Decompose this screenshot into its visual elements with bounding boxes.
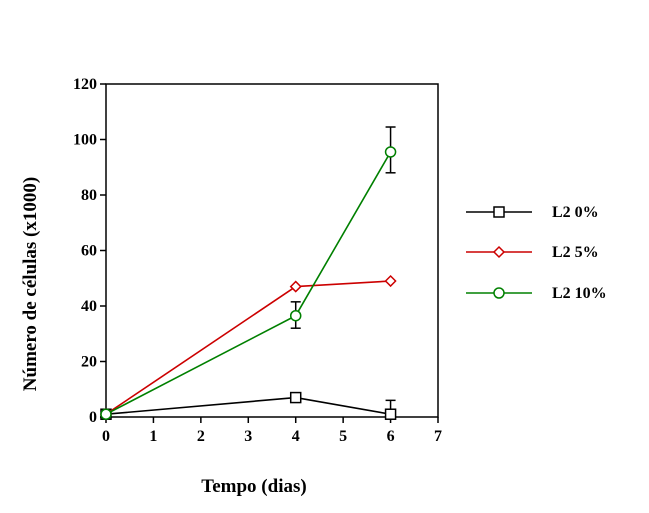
y-tick-label-120: 120 — [73, 76, 97, 93]
legend: L2 0% L2 5% L2 10% — [466, 204, 607, 302]
legend-l2-0-label: L2 0% — [552, 204, 599, 221]
series-l2-5-line — [105, 280, 391, 415]
y-tick-label-80: 80 — [81, 187, 97, 204]
legend-l2-0-marker — [493, 206, 505, 218]
x-tick-label-7: 7 — [434, 428, 442, 445]
series-l2-5-point-1 — [289, 280, 302, 293]
x-tick-label-3: 3 — [244, 428, 252, 445]
y-tick-label-100: 100 — [73, 132, 97, 149]
plot-frame — [105, 83, 439, 418]
series-l2-5-point-2 — [384, 274, 397, 288]
legend-l2-5-marker — [492, 245, 506, 259]
y-tick-label-40: 40 — [81, 298, 97, 315]
legend-l2-10-label: L2 10% — [552, 285, 607, 302]
series-l2-10-point-1 — [289, 309, 302, 322]
series-l2-10-point-0 — [100, 408, 112, 420]
series-l2-0-line — [105, 396, 391, 416]
y-axis: 0 20 40 60 80 100 120 — [73, 76, 106, 426]
y-tick-label-20: 20 — [81, 354, 97, 371]
series-l2-10-point-2 — [384, 146, 397, 158]
y-axis-title: Número de células (x1000) — [20, 177, 41, 391]
series-l2-0-point-1 — [289, 391, 302, 404]
legend-l2-5-label: L2 5% — [552, 244, 599, 261]
legend-l2-10-marker — [493, 287, 505, 299]
x-axis: 0 1 2 3 4 5 6 7 — [102, 417, 442, 445]
series-layer — [99, 126, 397, 421]
x-axis-title: Tempo (dias) — [201, 476, 306, 497]
x-tick-label-1: 1 — [149, 428, 157, 445]
series-l2-0-point-2 — [384, 408, 397, 420]
x-tick-label-0: 0 — [102, 428, 110, 445]
x-tick-label-4: 4 — [292, 428, 300, 445]
x-tick-label-5: 5 — [339, 428, 347, 445]
x-tick-label-6: 6 — [387, 428, 395, 445]
x-tick-label-2: 2 — [197, 428, 205, 445]
y-tick-label-60: 60 — [81, 243, 97, 260]
y-tick-label-0: 0 — [89, 409, 97, 426]
